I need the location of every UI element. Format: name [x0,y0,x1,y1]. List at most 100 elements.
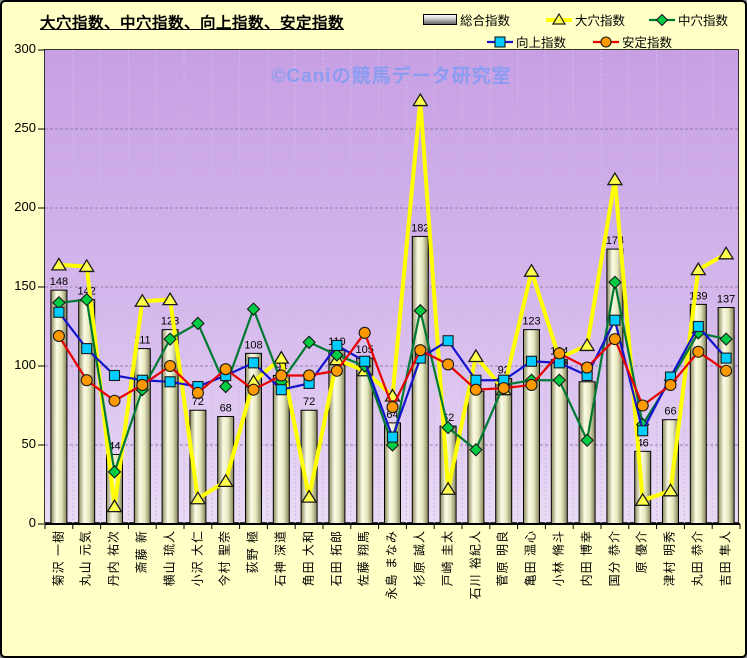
x-category-label: 菊沢 一樹 [50,530,65,587]
circle-marker [442,358,455,371]
square-marker [442,335,454,347]
circle-marker [358,326,371,339]
y-tick-label: 300 [14,41,36,56]
x-category-label: 丹内 祐次 [106,530,121,587]
bar-value-label: 72 [192,396,204,408]
x-category-cell: 菊沢 一樹 [44,528,72,634]
legend-item-koujou: 向上指数 [487,32,566,51]
bar-value-label: 123 [161,316,179,328]
diamond-marker [218,379,233,394]
triangle-marker [161,291,179,306]
x-category-label: 吉田 隼人 [718,530,733,587]
diamond-marker [469,442,483,457]
bar-value-label: 139 [689,290,707,302]
x-category-cell: 角田 大和 [294,528,322,634]
square-marker [525,355,538,367]
square-marker [247,357,260,369]
circle-marker [469,383,482,396]
square-marker [108,369,121,382]
bar [217,416,235,525]
square-marker [331,339,343,352]
triangle-marker [134,293,151,307]
x-category-label: 斎藤 新 [134,530,149,574]
x-category-label: 永島 まなみ [384,530,399,600]
chart-title: 大穴指数、中穴指数、向上指数、安定指数 [40,15,345,32]
circle-marker [108,394,121,407]
bar [606,248,624,525]
x-category-cell: 吉田 隼人 [711,528,739,634]
y-tick-label: 150 [14,278,36,293]
x-category-cell: 小林 脩斗 [544,528,572,634]
x-category-label: 戸崎 圭太 [440,530,455,587]
bar [272,374,290,525]
x-category-cell: 丸田 恭介 [683,528,711,634]
x-category-label: 原 優介 [634,530,649,574]
triangle-marker [523,263,540,277]
square-marker [359,355,371,367]
legend-label: 大穴指数 [575,14,626,28]
triangle-marker [217,473,234,487]
x-category-label: 丸山 元気 [78,530,93,587]
y-tick-label: 200 [14,199,36,214]
diamond-marker [413,303,428,318]
diamond-marker [330,348,344,362]
x-category-cell: 原 優介 [628,528,656,634]
circle-marker [692,345,705,358]
x-category-label: 石田 拓郎 [328,530,343,587]
bar-value-label: 66 [664,406,676,418]
y-tick-label: 0 [28,515,36,530]
x-category-cell: 津村 明秀 [656,528,684,634]
circle-marker [720,364,733,377]
bar [161,329,179,525]
square-marker [720,352,732,364]
bar-value-label: 123 [522,316,540,328]
square-marker [609,314,621,326]
bar-value-label: 72 [303,396,315,408]
legend: 総合指数 大穴指数 中穴指数 向上指数 [415,7,745,53]
x-category-cell: 亀田 温心 [517,528,545,634]
triangle-marker [717,246,735,260]
y-tick-label: 250 [14,120,36,135]
x-category-cell: 菅原 明良 [489,528,517,634]
legend-item-ooana: 大穴指数 [546,10,625,29]
circle-marker [136,378,149,392]
diamond-marker [79,292,94,307]
legend-item-sougou: 総合指数 [423,10,510,29]
square-marker [386,431,399,443]
circle-marker [330,364,343,377]
x-category-label: 今村 聖奈 [217,530,232,587]
bar-value-label: 108 [244,339,262,351]
x-category-cell: 内田 博幸 [572,528,600,634]
triangle-marker [606,171,624,186]
x-category-cell: 丹内 祐次 [100,528,128,634]
x-category-label: 国分 恭介 [606,530,621,587]
x-category-label: 小林 脩斗 [551,530,566,587]
square-marker [637,425,649,437]
plot-area: 1481424411112372681089472110105641826284… [38,49,741,529]
x-category-cell: 横山 琉人 [155,528,183,634]
triangle-marker [78,258,95,273]
x-category-label: 佐藤 翔馬 [356,530,371,587]
diamond-marker [191,316,205,331]
triangle-marker [189,490,207,505]
triangle-marker [50,257,68,271]
circle-marker [581,361,594,374]
bar [411,235,429,525]
diamond-marker-icon [649,13,675,27]
square-marker [53,306,65,318]
x-category-cell: 小沢 大仁 [183,528,211,634]
y-tick-label: 100 [14,357,36,372]
diamond-marker [552,373,567,387]
square-marker [275,384,287,396]
x-category-cell: 荻野 極 [239,528,267,634]
x-category-cell: 杉原 誠人 [405,528,433,634]
circle-marker [275,369,288,382]
legend-label: 中穴指数 [678,14,729,28]
diamond-marker [246,302,261,316]
x-category-cell: 石田 拓郎 [322,528,350,634]
bar-swatch-icon [423,14,457,25]
y-tick-label: 50 [21,436,36,451]
circle-marker [303,369,316,382]
x-category-label: 菅原 明良 [495,530,510,587]
x-category-cell: 丸山 元気 [72,528,100,634]
